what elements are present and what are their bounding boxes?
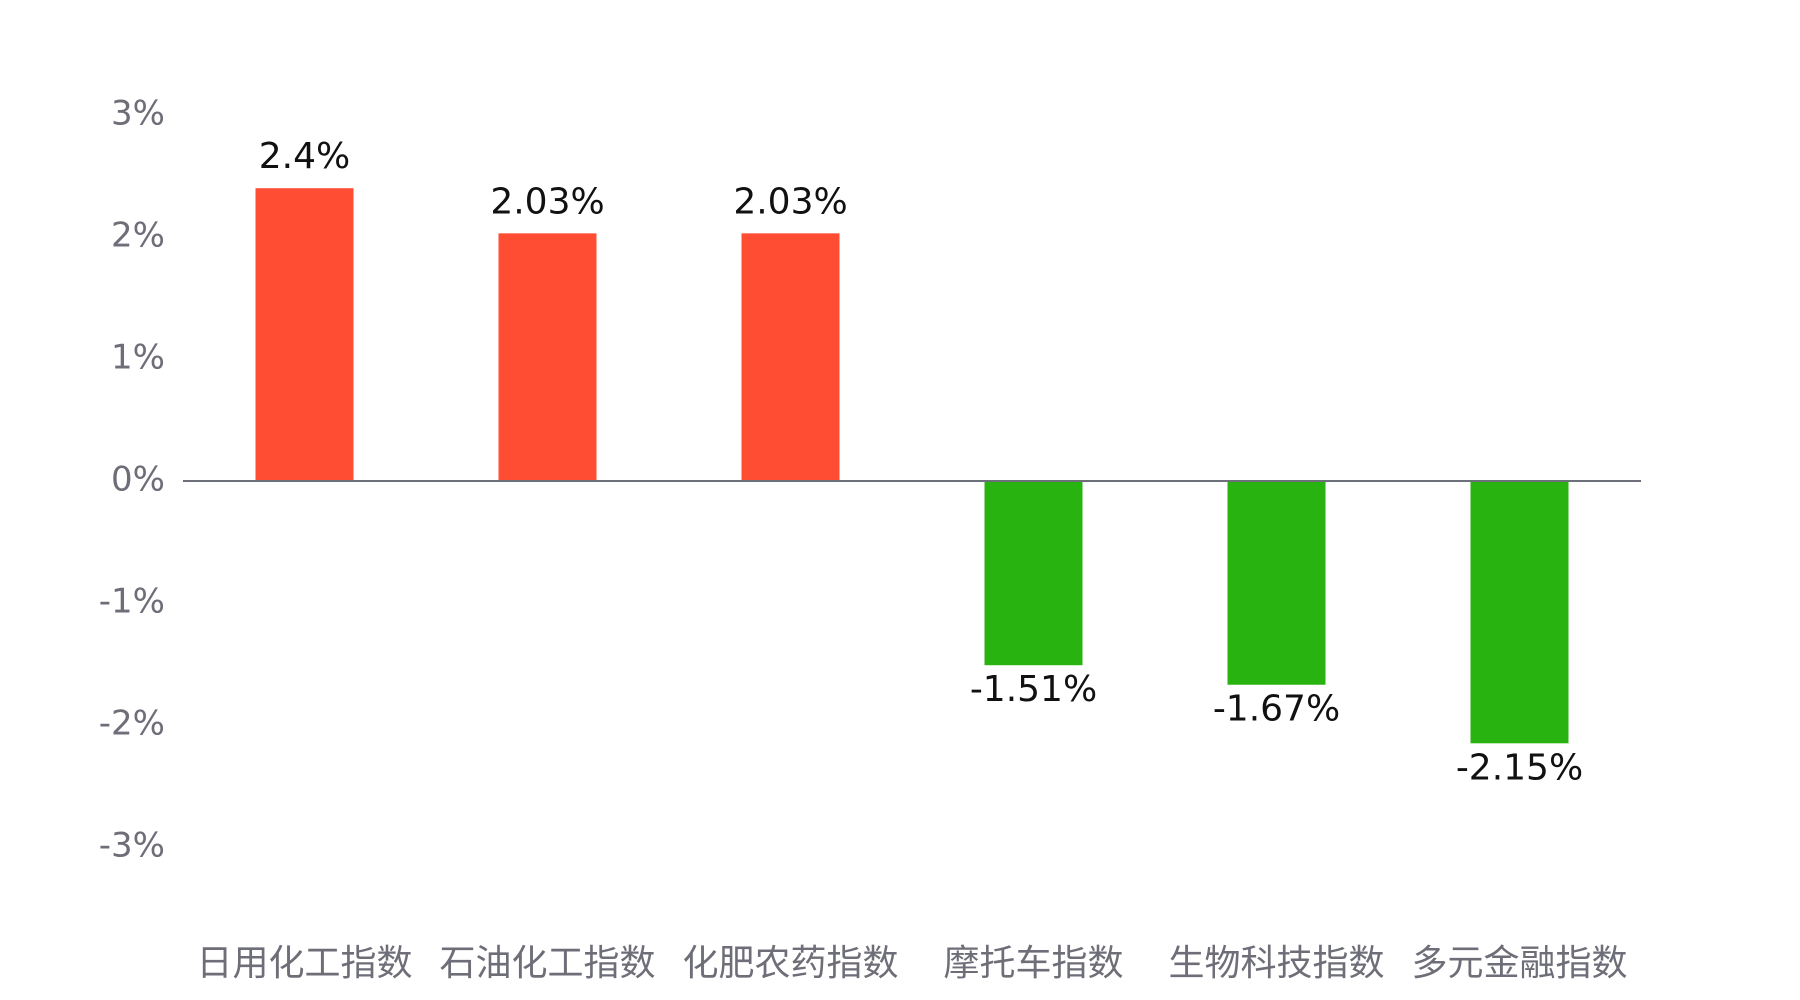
value-label: -2.15%	[1456, 747, 1583, 788]
value-label: 2.03%	[490, 181, 604, 222]
value-label: 2.03%	[733, 181, 847, 222]
bar	[741, 233, 840, 481]
bar	[1227, 481, 1326, 685]
y-tick-label: -1%	[99, 582, 165, 622]
y-tick-label: 3%	[111, 94, 165, 134]
value-label: -1.67%	[1213, 689, 1340, 730]
x-tick-label: 石油化工指数	[439, 943, 655, 984]
y-tick-label: 2%	[111, 216, 165, 256]
bar	[1470, 481, 1569, 744]
value-label: 2.4%	[259, 136, 350, 177]
x-tick-label: 生物科技指数	[1168, 943, 1384, 984]
bar	[255, 188, 354, 481]
x-tick-label: 化肥农药指数	[682, 943, 898, 984]
y-tick-label: 0%	[111, 460, 165, 500]
x-tick-label: 摩托车指数	[943, 943, 1123, 984]
y-tick-label: -2%	[99, 704, 165, 744]
bar	[984, 481, 1083, 666]
value-label: -1.51%	[970, 669, 1097, 710]
y-tick-label: 1%	[111, 338, 165, 378]
bar	[498, 233, 597, 481]
x-tick-label: 日用化工指数	[196, 943, 412, 984]
y-tick-label: -3%	[99, 826, 165, 866]
x-tick-label: 多元金融指数	[1411, 943, 1627, 984]
